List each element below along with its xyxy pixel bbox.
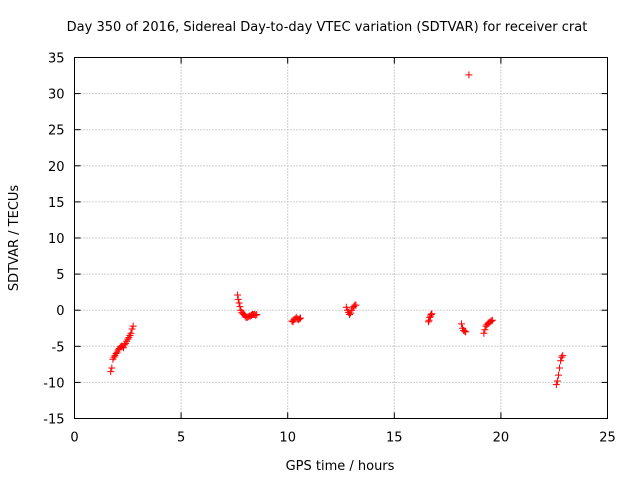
data-point (124, 335, 132, 343)
data-point (234, 291, 242, 299)
y-tick-label: 15 (48, 196, 65, 211)
x-tick-label: 0 (70, 431, 78, 446)
data-point (457, 320, 465, 328)
data-point (554, 371, 562, 379)
x-tick-label: 10 (279, 431, 296, 446)
data-point (346, 311, 354, 319)
data-point (487, 317, 495, 325)
data-point (234, 295, 242, 303)
y-tick-label: -10 (43, 376, 64, 391)
x-tick-label: 5 (177, 431, 185, 446)
data-point (235, 299, 243, 307)
y-tick-label: -15 (43, 413, 64, 428)
data-point (552, 381, 560, 389)
data-point (465, 71, 473, 79)
data-point (110, 353, 118, 361)
y-tick-label: 10 (48, 232, 65, 247)
data-point (127, 329, 135, 337)
data-point (557, 357, 565, 365)
y-tick-label: 25 (48, 124, 65, 139)
data-point (342, 303, 350, 311)
data-point (129, 322, 137, 330)
data-points (107, 71, 567, 389)
chart-title: Day 350 of 2016, Sidereal Day-to-day VTE… (67, 20, 588, 35)
x-tick-label: 15 (386, 431, 403, 446)
data-point (481, 326, 489, 334)
x-axis-label: GPS time / hours (286, 459, 395, 474)
data-point (424, 318, 432, 326)
data-point (347, 309, 355, 317)
data-point (559, 352, 567, 360)
y-tick-label: 30 (48, 88, 65, 103)
data-point (426, 313, 434, 321)
y-tick-labels: 35 30 25 20 15 10 5 0 -5 -10 -15 (43, 52, 64, 428)
data-point (553, 377, 561, 385)
data-point (428, 310, 436, 318)
data-point (352, 301, 360, 309)
x-tick-label: 20 (493, 431, 510, 446)
data-point (128, 325, 136, 333)
y-axis-label: SDTVAR / TECUs (7, 185, 22, 292)
y-tick-label: 20 (48, 160, 65, 175)
data-point (120, 344, 128, 352)
data-point (488, 316, 496, 324)
data-point (253, 311, 261, 319)
data-point (295, 315, 303, 323)
data-point (112, 350, 120, 358)
x-tick-label: 25 (599, 431, 616, 446)
data-point (480, 329, 488, 337)
y-tick-label: 0 (56, 304, 64, 319)
grid-lines (74, 57, 608, 419)
data-point (427, 311, 435, 319)
y-tick-label: 35 (48, 52, 65, 67)
data-point (462, 328, 470, 336)
data-point (425, 316, 433, 324)
data-point (252, 311, 260, 319)
data-point (121, 341, 129, 349)
data-point (108, 364, 116, 372)
y-tick-label: 5 (56, 268, 64, 283)
y-tick-label: -5 (52, 340, 65, 355)
data-point (296, 314, 304, 322)
data-point (236, 303, 244, 311)
data-point (558, 353, 566, 361)
data-point (556, 364, 564, 372)
x-tick-labels: 0 5 10 15 20 25 (70, 431, 615, 446)
data-point (461, 327, 469, 335)
axis-ticks (74, 57, 608, 419)
data-point (107, 368, 115, 376)
